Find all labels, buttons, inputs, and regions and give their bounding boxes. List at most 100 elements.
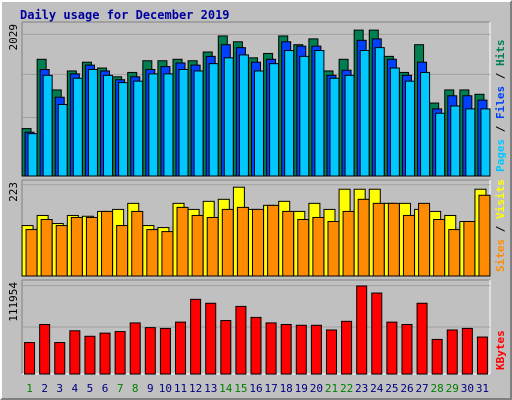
x-tick-label-19: 19 [295,382,308,395]
bar-kbytes-day-12 [190,298,202,375]
x-tick-label-1: 1 [26,382,33,395]
y-max-label: 2029 [7,24,20,51]
bar-sites-day-15 [236,206,249,277]
x-tick-label-15: 15 [234,382,247,395]
bar-sites-day-21 [327,221,340,277]
bar-pages-day-28 [435,112,446,177]
x-tick-label-4: 4 [72,382,79,395]
bar-sites-day-16 [252,208,264,277]
bar-pages-day-22 [344,74,355,177]
bar-pages-day-23 [359,50,370,177]
bar-kbytes-day-11 [175,321,187,375]
bar-sites-day-12 [191,214,204,277]
bar-pages-day-10 [163,73,174,177]
bar-sites-day-22 [342,210,355,277]
bar-sites-day-6 [101,210,114,277]
bar-kbytes-day-17 [265,322,277,375]
x-tick-label-22: 22 [340,382,353,395]
x-tick-label-2: 2 [41,382,48,395]
y-max-label: 223 [7,182,20,202]
bar-kbytes-day-2 [39,323,51,375]
bar-kbytes-day-22 [341,320,353,375]
bar-sites-day-31 [478,194,491,277]
bar-pages-day-4 [72,77,83,177]
bar-sites-day-26 [402,214,415,277]
x-tick-label-24: 24 [370,382,384,395]
bar-kbytes-day-8 [129,322,141,375]
x-tick-label-17: 17 [264,382,277,395]
legend-visits: Visits [494,179,507,219]
bar-pages-day-18 [284,50,295,177]
bar-sites-day-23 [357,198,370,277]
bar-sites-day-28 [433,218,446,277]
bar-pages-day-8 [133,80,144,177]
bar-kbytes-day-1 [24,342,36,375]
x-tick-label-9: 9 [147,382,154,395]
bar-pages-day-1 [27,133,38,177]
bar-sites-day-14 [221,208,234,277]
x-tick-label-18: 18 [280,382,293,395]
bar-pages-day-19 [299,55,310,177]
x-tick-label-25: 25 [385,382,398,395]
bar-kbytes-day-18 [280,323,292,375]
y-max-label: 111954 [7,282,20,322]
bar-kbytes-day-6 [99,332,111,375]
right-legend: Pages / Files / Hits [494,40,507,173]
x-tick-label-20: 20 [310,382,323,395]
bar-pages-day-12 [193,70,204,177]
bar-kbytes-day-23 [356,285,368,375]
bar-kbytes-day-5 [84,335,96,375]
bar-sites-day-24 [372,202,385,277]
x-tick-label-30: 30 [461,382,474,395]
bar-sites-day-13 [206,216,219,277]
bar-sites-day-3 [55,225,68,277]
bar-kbytes-day-4 [69,330,81,375]
bar-kbytes-day-25 [386,321,398,375]
bar-sites-day-30 [463,221,476,277]
x-tick-label-10: 10 [159,382,172,395]
bar-sites-day-5 [85,216,98,277]
x-tick-label-6: 6 [102,382,109,395]
bar-pages-day-7 [118,82,129,177]
bar-pages-day-6 [103,74,114,177]
bar-pages-day-16 [254,70,264,177]
bar-sites-day-17 [267,204,280,277]
x-tick-label-8: 8 [132,382,139,395]
x-tick-label-27: 27 [415,382,428,395]
bar-sites-day-20 [312,216,325,277]
bar-sites-day-18 [282,210,295,277]
bar-kbytes-day-7 [114,331,126,375]
x-tick-label-12: 12 [189,382,202,395]
bar-pages-day-2 [42,74,53,177]
x-tick-label-14: 14 [219,382,233,395]
x-tick-label-28: 28 [431,382,444,395]
x-tick-label-13: 13 [204,382,217,395]
bar-pages-day-13 [208,63,219,177]
bar-pages-day-30 [465,108,476,177]
bar-pages-day-27 [420,71,431,177]
bar-sites-day-25 [387,202,400,277]
legend-files: Files [494,86,507,119]
bar-pages-day-11 [178,69,189,177]
bar-sites-day-7 [116,225,129,277]
bar-pages-day-25 [389,67,400,177]
bar-sites-day-10 [161,231,174,277]
bar-sites-day-27 [418,202,431,277]
legend-separator: / [494,219,507,239]
bar-kbytes-day-3 [54,342,66,375]
bar-kbytes-day-24 [371,292,383,375]
bar-kbytes-day-16 [250,316,262,375]
bar-pages-day-29 [450,105,461,177]
bar-sites-day-8 [131,210,144,277]
bar-pages-day-26 [404,80,415,177]
bar-pages-day-14 [223,57,234,177]
x-tick-label-11: 11 [174,382,187,395]
bar-kbytes-day-30 [461,327,473,375]
bar-pages-day-21 [329,77,340,177]
x-tick-label-29: 29 [446,382,459,395]
bar-kbytes-day-27 [416,302,428,375]
bar-pages-day-20 [314,50,325,177]
bar-sites-day-11 [176,206,189,277]
x-tick-label-3: 3 [56,382,63,395]
